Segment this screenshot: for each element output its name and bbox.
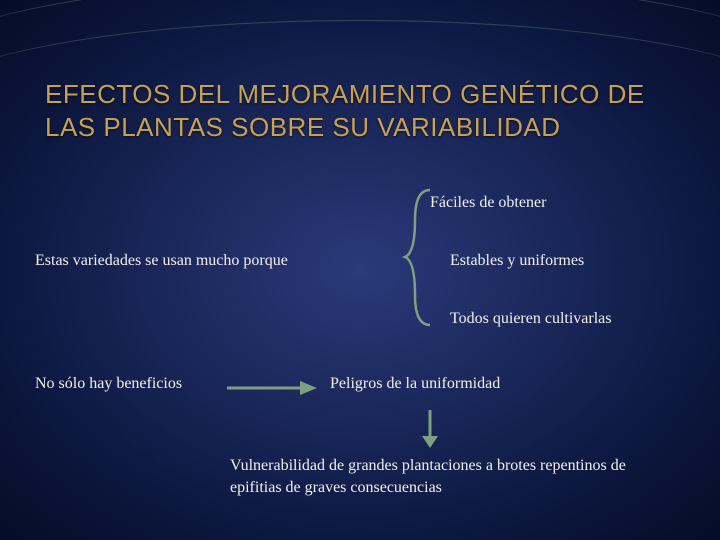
second-right-text: Peligros de la uniformidad (330, 375, 500, 393)
arrow-down-icon (418, 408, 442, 450)
reason-item: Fáciles de obtener (430, 194, 546, 212)
bottom-text: Vulnerabilidad de grandes plantaciones a… (230, 455, 680, 498)
reason-item: Estables y uniformes (450, 252, 584, 270)
reason-item: Todos quieren cultivarlas (450, 310, 612, 328)
arrow-right-icon (225, 378, 320, 398)
left-statement: Estas variedades se usan mucho porque (35, 252, 288, 270)
slide-title: EFECTOS DEL MEJORAMIENTO GENÉTICO DE LAS… (45, 78, 675, 143)
second-left-text: No sólo hay beneficios (35, 375, 182, 393)
